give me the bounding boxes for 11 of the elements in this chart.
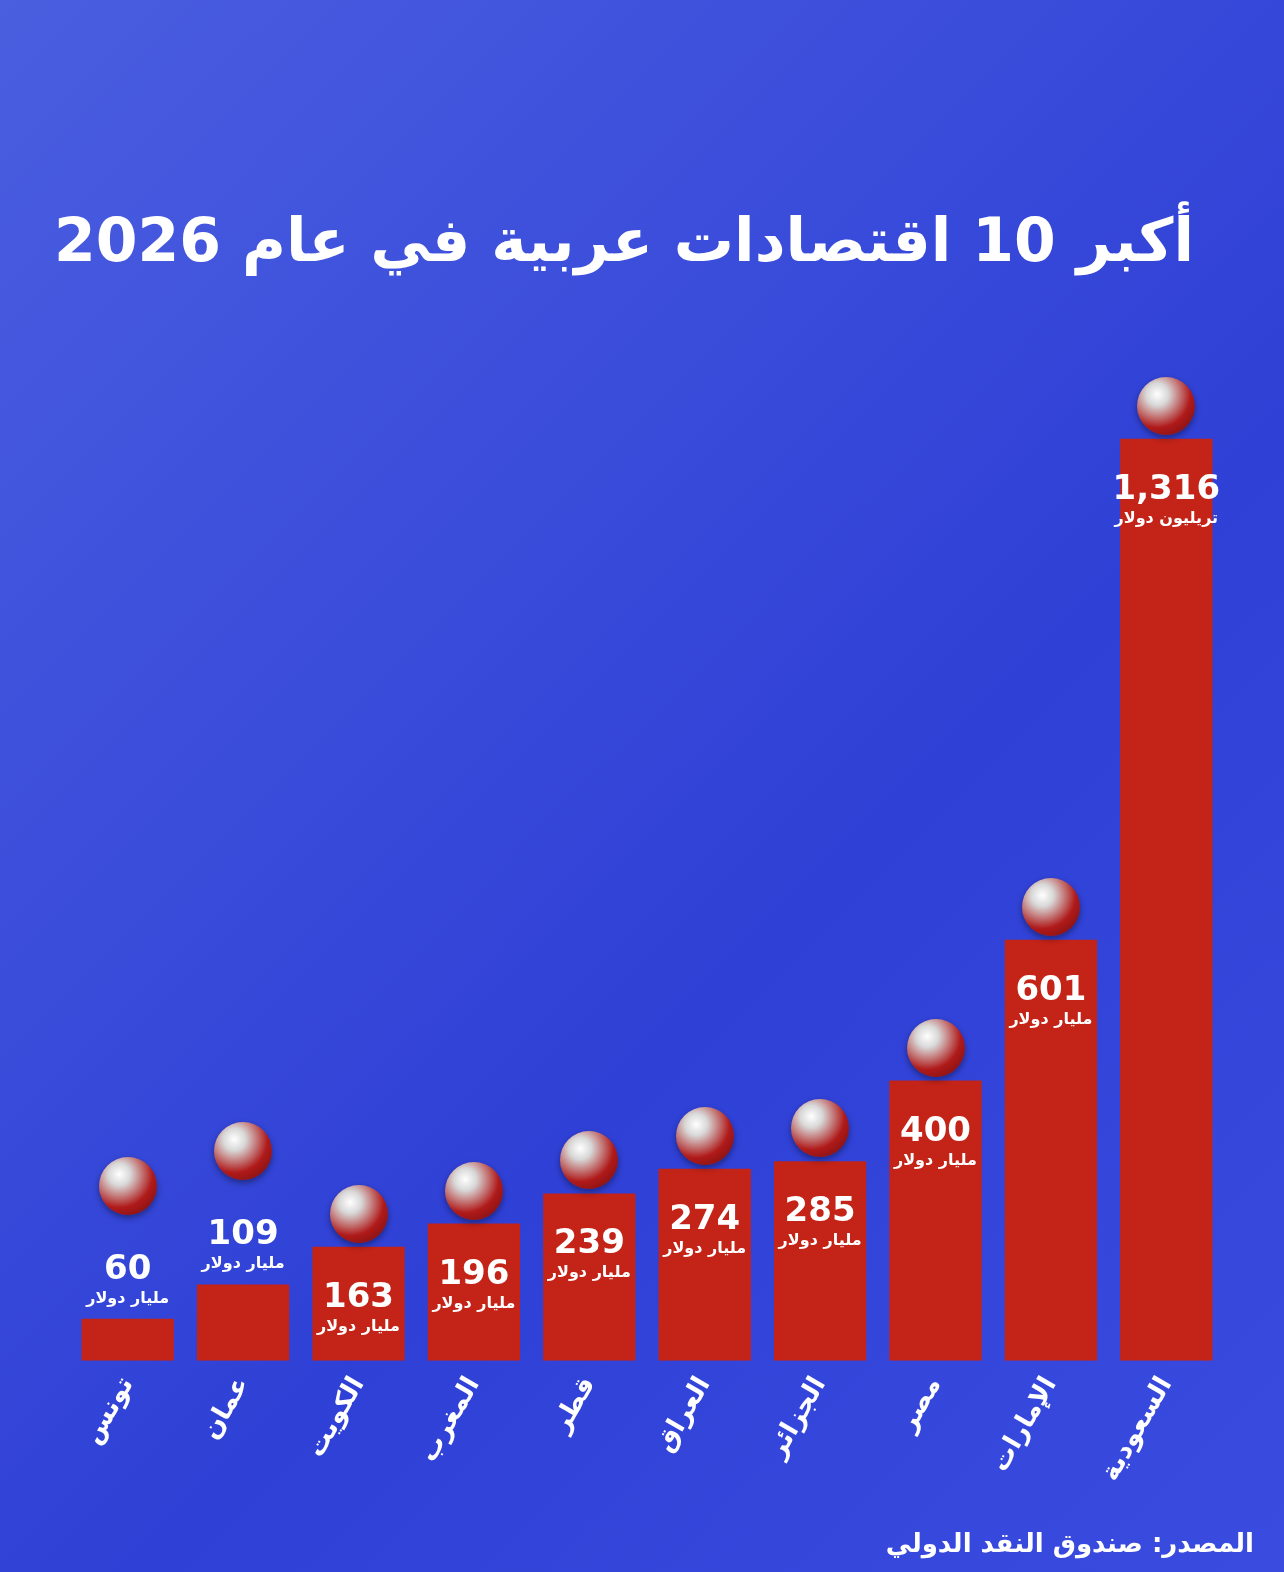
x-tick-label: المغرب — [412, 1371, 486, 1468]
x-tick-label: السعودية — [1093, 1371, 1179, 1487]
x-tick-label: الإمارات — [983, 1371, 1063, 1477]
x-tick-label: قطر — [544, 1371, 602, 1439]
x-tick-label: الكويت — [299, 1371, 371, 1463]
text: المصدر: صندوق النقد الدولي — [885, 1528, 1254, 1558]
x-tick-label: الجزائر — [759, 1371, 833, 1465]
x-tick-label: العراق — [648, 1371, 717, 1458]
x-tick-label: عمان — [194, 1371, 255, 1445]
x-tick-label: تونس — [76, 1371, 140, 1450]
x-tick-label: مصر — [890, 1371, 948, 1439]
